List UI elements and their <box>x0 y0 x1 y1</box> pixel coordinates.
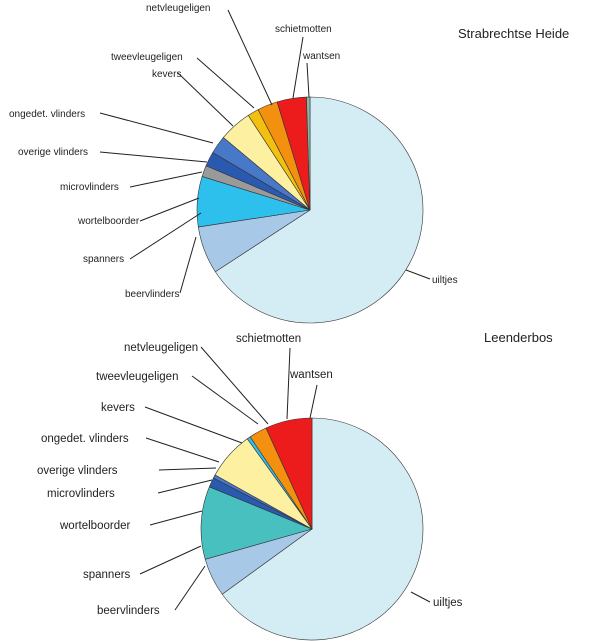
slice-label-uiltjes: uiltjes <box>432 275 458 286</box>
pie-slice-wantsen <box>265 417 313 530</box>
slice-labels: uiltjes beervlinders spanners wortelboorder… <box>37 333 463 617</box>
slice-label-wantsen: wantsen <box>302 51 340 62</box>
slice-label-tweevleugeligen: tweevleugeligen <box>111 52 183 63</box>
pie-slices <box>200 417 424 641</box>
leader-line-ongedet-vlinders <box>145 437 220 463</box>
leader-line-schietmotten <box>292 36 304 99</box>
slice-label-microvlinders: microvlinders <box>60 182 119 193</box>
leader-line-overige-vlinders <box>99 151 208 163</box>
leader-line-netvleugeligen <box>200 346 269 425</box>
slice-label-wortelboorder: wortelboorder <box>77 216 140 227</box>
slice-label-beervlinders: beervlinders <box>97 605 160 617</box>
leader-line-kevers <box>177 72 234 127</box>
slice-label-wortelboorder: wortelboorder <box>59 520 130 532</box>
slice-label-spanners: spanners <box>83 254 124 265</box>
leader-line-schietmotten <box>286 347 291 420</box>
pie-chart-leenderbos: Leenderbos uiltjes beervlinders spanners wo… <box>37 330 553 641</box>
slice-label-ongedet-vlinders: ongedet. vlinders <box>41 433 129 445</box>
slice-label-ongedet-vlinders: ongedet. vlinders <box>9 109 85 120</box>
slice-label-tweevleugeligen: tweevleugeligen <box>96 371 178 383</box>
leader-line-wantsen <box>306 62 310 98</box>
pie-chart-strabrechtse-heide: Strabrechtse Heide uiltjes beervlinders sp… <box>9 3 569 324</box>
leader-line-wortelboorder <box>149 510 203 526</box>
slice-label-kevers: kevers <box>101 402 135 414</box>
chart-title: Strabrechtse Heide <box>458 26 569 41</box>
slice-label-microvlinders: microvlinders <box>47 488 115 500</box>
slice-label-wantsen: wantsen <box>289 369 333 381</box>
leader-line-wortelboorder <box>139 197 200 222</box>
pie-slice-uiltjes <box>214 96 424 324</box>
leader-line-beervlinders <box>179 236 197 294</box>
pie-slice-wantsen <box>306 96 311 211</box>
slice-label-netvleugeligen: netvleugeligen <box>146 3 211 14</box>
leader-line-spanners <box>129 212 202 260</box>
slice-label-kevers: kevers <box>152 69 181 80</box>
slice-labels: uiltjes beervlinders spanners wortelboorder… <box>9 3 458 300</box>
leader-line-microvlinders <box>157 479 213 494</box>
leader-line-spanners <box>139 545 202 575</box>
chart-title: Leenderbos <box>484 330 553 345</box>
slice-label-schietmotten: schietmotten <box>275 24 332 35</box>
leader-line-tweevleugeligen <box>196 57 255 109</box>
leader-line-wantsen <box>309 384 318 419</box>
pie-slice-uiltjes <box>221 417 424 641</box>
slice-label-overige-vlinders: overige vlinders <box>37 465 118 477</box>
leader-line-overige-vlinders <box>158 467 217 471</box>
leader-line-microvlinders <box>129 171 203 188</box>
leader-line-tweevleugeligen <box>191 375 259 425</box>
leader-line-ongedet-vlinders <box>99 112 214 144</box>
slice-label-schietmotten: schietmotten <box>236 333 301 345</box>
leader-line-beervlinders <box>174 565 206 611</box>
pie-slice-wortelboorder <box>200 486 313 560</box>
slice-label-spanners: spanners <box>83 569 131 581</box>
leader-line-kevers <box>144 406 243 444</box>
leader-line-uiltjes <box>405 269 431 280</box>
slice-label-beervlinders: beervlinders <box>125 289 179 300</box>
slice-label-uiltjes: uiltjes <box>433 597 463 609</box>
leader-line-netvleugeligen <box>227 9 273 106</box>
pie-slices <box>196 96 424 324</box>
slice-label-netvleugeligen: netvleugeligen <box>124 342 198 354</box>
leader-line-uiltjes <box>410 591 431 603</box>
slice-label-overige-vlinders: overige vlinders <box>18 147 88 158</box>
